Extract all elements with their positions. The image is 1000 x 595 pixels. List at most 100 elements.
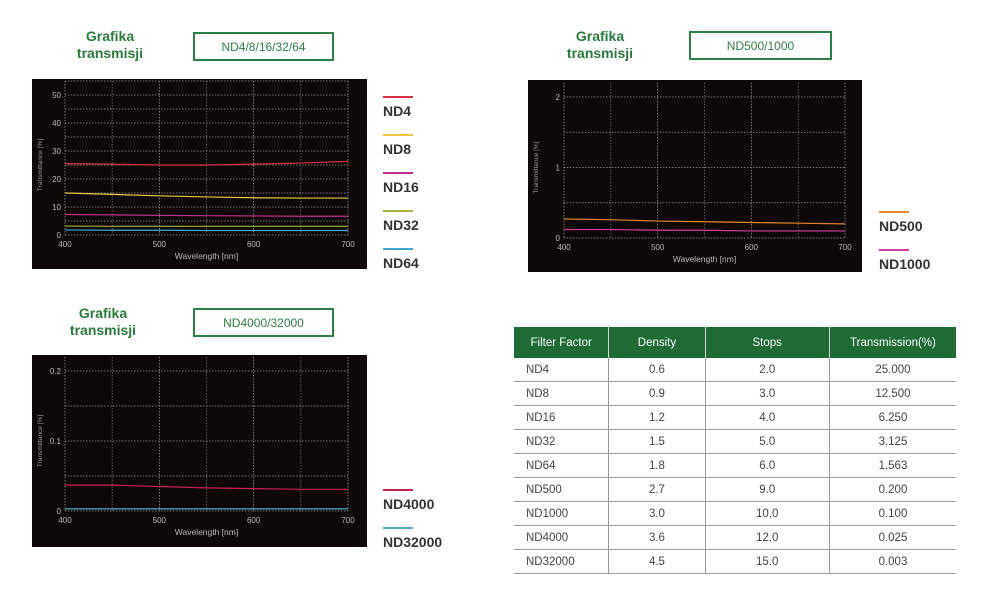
series-line-nd4000 <box>65 484 348 490</box>
table-row: ND1000 3.0 10.0 0.100 <box>514 501 956 526</box>
column-header: Filter Factor <box>514 327 610 358</box>
legend-label: ND1000 <box>879 256 931 272</box>
x-tick-label: 500 <box>153 516 167 525</box>
column-header: Transmission(%) <box>829 327 956 358</box>
table-cell: 15.0 <box>705 549 830 574</box>
legend-swatch <box>383 134 413 136</box>
y-tick-label: 0 <box>556 234 561 243</box>
section-title: Grafika transmisji <box>566 28 634 61</box>
table-cell: 0.200 <box>829 477 956 502</box>
column-header: Stops <box>705 327 830 358</box>
y-tick-label: 40 <box>52 119 61 128</box>
section-title: Grafika transmisji <box>76 28 144 61</box>
legend-label: ND8 <box>383 141 412 157</box>
legend-label: ND32 <box>383 217 419 233</box>
table-cell: 10.0 <box>705 501 830 526</box>
table-cell: 2.7 <box>608 477 706 502</box>
table-cell: 0.9 <box>608 381 706 406</box>
series-line-nd8 <box>64 192 348 199</box>
x-axis-label: Wavelength [nm] <box>175 251 238 261</box>
section-title: Grafika transmisji <box>69 305 137 338</box>
table-cell: 0.100 <box>829 501 956 526</box>
series-line-nd1000 <box>564 228 845 232</box>
x-tick-label: 400 <box>58 240 72 249</box>
table-cell: ND32000 <box>514 549 610 574</box>
column-header: Density <box>608 327 706 358</box>
table-cell: 2.0 <box>705 358 830 382</box>
series-line-nd64 <box>64 229 348 232</box>
y-tick-label: 50 <box>52 91 61 100</box>
table-cell: 0.025 <box>829 525 956 550</box>
table-row: ND8 0.9 3.0 12.500 <box>514 381 956 406</box>
filter-table: Filter Factor Density Stops Transmission(%)… <box>514 327 956 574</box>
table-cell: 5.0 <box>705 429 830 454</box>
chart-title-box: ND500/1000 <box>689 31 832 60</box>
table-cell: 25.000 <box>829 358 956 382</box>
legend-label: ND16 <box>383 179 419 195</box>
chart-nd500-1000: 400 500 600 700 0 1 2 Wavelength [nm] Transmitta… <box>528 80 862 272</box>
y-axis-label: Transmittance [%] <box>533 141 540 193</box>
table-cell: ND500 <box>514 477 610 502</box>
x-tick-label: 700 <box>341 240 355 249</box>
legend-swatch <box>383 248 413 250</box>
y-tick-label: 1 <box>556 164 561 173</box>
table-row: ND32000 4.5 15.0 0.003 <box>514 549 956 574</box>
y-tick-label: 2 <box>556 93 561 102</box>
legend-swatch <box>383 96 413 98</box>
table-row: ND16 1.2 4.0 6.250 <box>514 405 956 430</box>
table-cell: 1.5 <box>608 429 706 454</box>
table-cell: 1.2 <box>608 405 706 430</box>
table-cell: 3.125 <box>829 429 956 454</box>
y-tick-label: 0.2 <box>50 367 62 376</box>
table-cell: ND4 <box>514 358 610 382</box>
legend-label: ND64 <box>383 255 419 271</box>
chart-svg: 400 500 600 700 0 1 2 Wavelength [nm] Transmitta… <box>533 82 852 264</box>
series-line-nd16 <box>64 213 348 217</box>
chart-svg: 400 500 600 700 0 0.1 0.2 Wavelength [nm] Transm… <box>37 357 355 537</box>
x-tick-label: 400 <box>58 516 72 525</box>
table-row: ND4000 3.6 12.0 0.025 <box>514 525 956 550</box>
x-tick-label: 400 <box>557 243 571 252</box>
x-tick-label: 700 <box>341 516 355 525</box>
table-cell: 4.0 <box>705 405 830 430</box>
y-tick-label: 0.1 <box>50 437 62 446</box>
table-cell: 6.250 <box>829 405 956 430</box>
table-cell: 3.0 <box>705 381 830 406</box>
table-cell: ND4000 <box>514 525 610 550</box>
table-cell: 9.0 <box>705 477 830 502</box>
y-tick-label: 0 <box>57 231 62 240</box>
table-cell: ND16 <box>514 405 610 430</box>
legend-swatch <box>383 527 413 529</box>
table-cell: 6.0 <box>705 453 830 478</box>
series-line-nd4 <box>64 160 349 166</box>
table-cell: 1.563 <box>829 453 956 478</box>
legend-label: ND4000 <box>383 496 435 512</box>
x-tick-label: 600 <box>247 516 261 525</box>
chart-nd4000-32000: 400 500 600 700 0 0.1 0.2 Wavelength [nm] Transm… <box>32 355 367 547</box>
chart-svg: 400 500 600 700 0 10 20 30 40 50 Wavelength [nm] Tr… <box>37 80 355 261</box>
x-tick-label: 500 <box>153 240 167 249</box>
chart-title-box: ND4000/32000 <box>193 308 334 337</box>
legend-swatch <box>383 210 413 212</box>
table-cell: 3.0 <box>608 501 706 526</box>
table-cell: ND64 <box>514 453 610 478</box>
x-tick-label: 500 <box>651 243 665 252</box>
table-row: ND64 1.8 6.0 1.563 <box>514 453 956 478</box>
x-tick-label: 600 <box>745 243 759 252</box>
series-line-nd500 <box>563 218 846 225</box>
y-axis-label: Transmittance [%] <box>37 139 44 191</box>
y-tick-label: 20 <box>52 175 61 184</box>
legend-swatch <box>383 172 413 174</box>
chart-title-box: ND4/8/16/32/64 <box>193 32 334 61</box>
table-cell: 4.5 <box>608 549 706 574</box>
x-tick-label: 600 <box>247 240 261 249</box>
y-tick-label: 10 <box>52 203 61 212</box>
y-tick-label: 30 <box>52 147 61 156</box>
legend-swatch <box>879 249 909 251</box>
legend-swatch <box>879 211 909 213</box>
table-cell: ND32 <box>514 429 610 454</box>
x-axis-label: Wavelength [nm] <box>175 527 238 537</box>
legend-label: ND4 <box>383 103 412 119</box>
table-row: ND4 0.6 2.0 25.000 <box>514 358 956 382</box>
